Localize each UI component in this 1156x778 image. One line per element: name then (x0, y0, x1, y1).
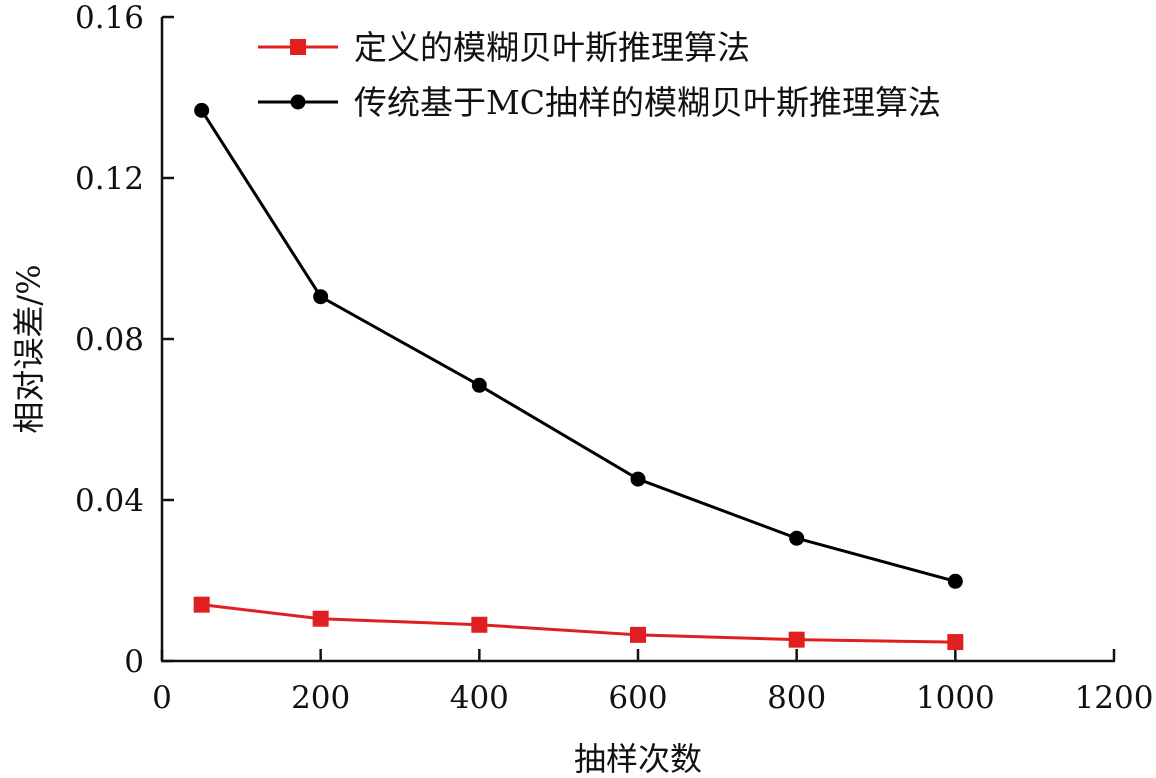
x-tick-label: 600 (608, 680, 667, 716)
data-point (630, 626, 646, 643)
y-tick-label: 0.08 (75, 322, 144, 358)
legend-marker (290, 39, 306, 55)
x-tick-label: 1200 (1075, 680, 1154, 716)
data-point (947, 634, 964, 651)
data-point (193, 596, 210, 613)
y-axis-title: 相对误差/% (10, 264, 48, 433)
data-point (312, 610, 329, 627)
y-tick-label: 0 (124, 644, 144, 680)
data-point (471, 616, 488, 633)
y-tick-label: 0.16 (75, 0, 144, 36)
x-tick-label: 200 (291, 680, 350, 716)
legend-marker (290, 94, 306, 110)
data-point (789, 530, 805, 546)
y-tick-label: 0.12 (75, 161, 144, 197)
x-axis-title: 抽样次数 (574, 740, 702, 778)
y-tick-label: 0.04 (75, 483, 144, 519)
legend-label: 传统基于MC抽样的模糊贝叶斯推理算法 (354, 83, 941, 122)
series-layer (193, 102, 964, 651)
x-ticks: 0 200 400 600 800 1000 1200 (152, 649, 1153, 716)
y-ticks: 0 0.04 0.08 0.12 0.16 (75, 0, 174, 680)
data-point (947, 573, 963, 589)
data-point (313, 289, 329, 305)
x-tick-label: 0 (152, 680, 172, 716)
data-point (788, 631, 805, 648)
series-1 (193, 596, 964, 651)
legend-label: 定义的模糊贝叶斯推理算法 (354, 28, 750, 67)
x-tick-label: 400 (450, 680, 509, 716)
data-point (471, 377, 487, 393)
x-tick-label: 800 (767, 680, 826, 716)
series-line (200, 109, 956, 583)
legend-item: 定义的模糊贝叶斯推理算法 (258, 28, 750, 67)
series-2 (194, 102, 963, 589)
series-line (201, 603, 956, 644)
legend-item: 传统基于MC抽样的模糊贝叶斯推理算法 (258, 83, 941, 122)
data-point (630, 471, 646, 487)
data-point (194, 102, 210, 118)
x-tick-label: 1000 (916, 680, 995, 716)
